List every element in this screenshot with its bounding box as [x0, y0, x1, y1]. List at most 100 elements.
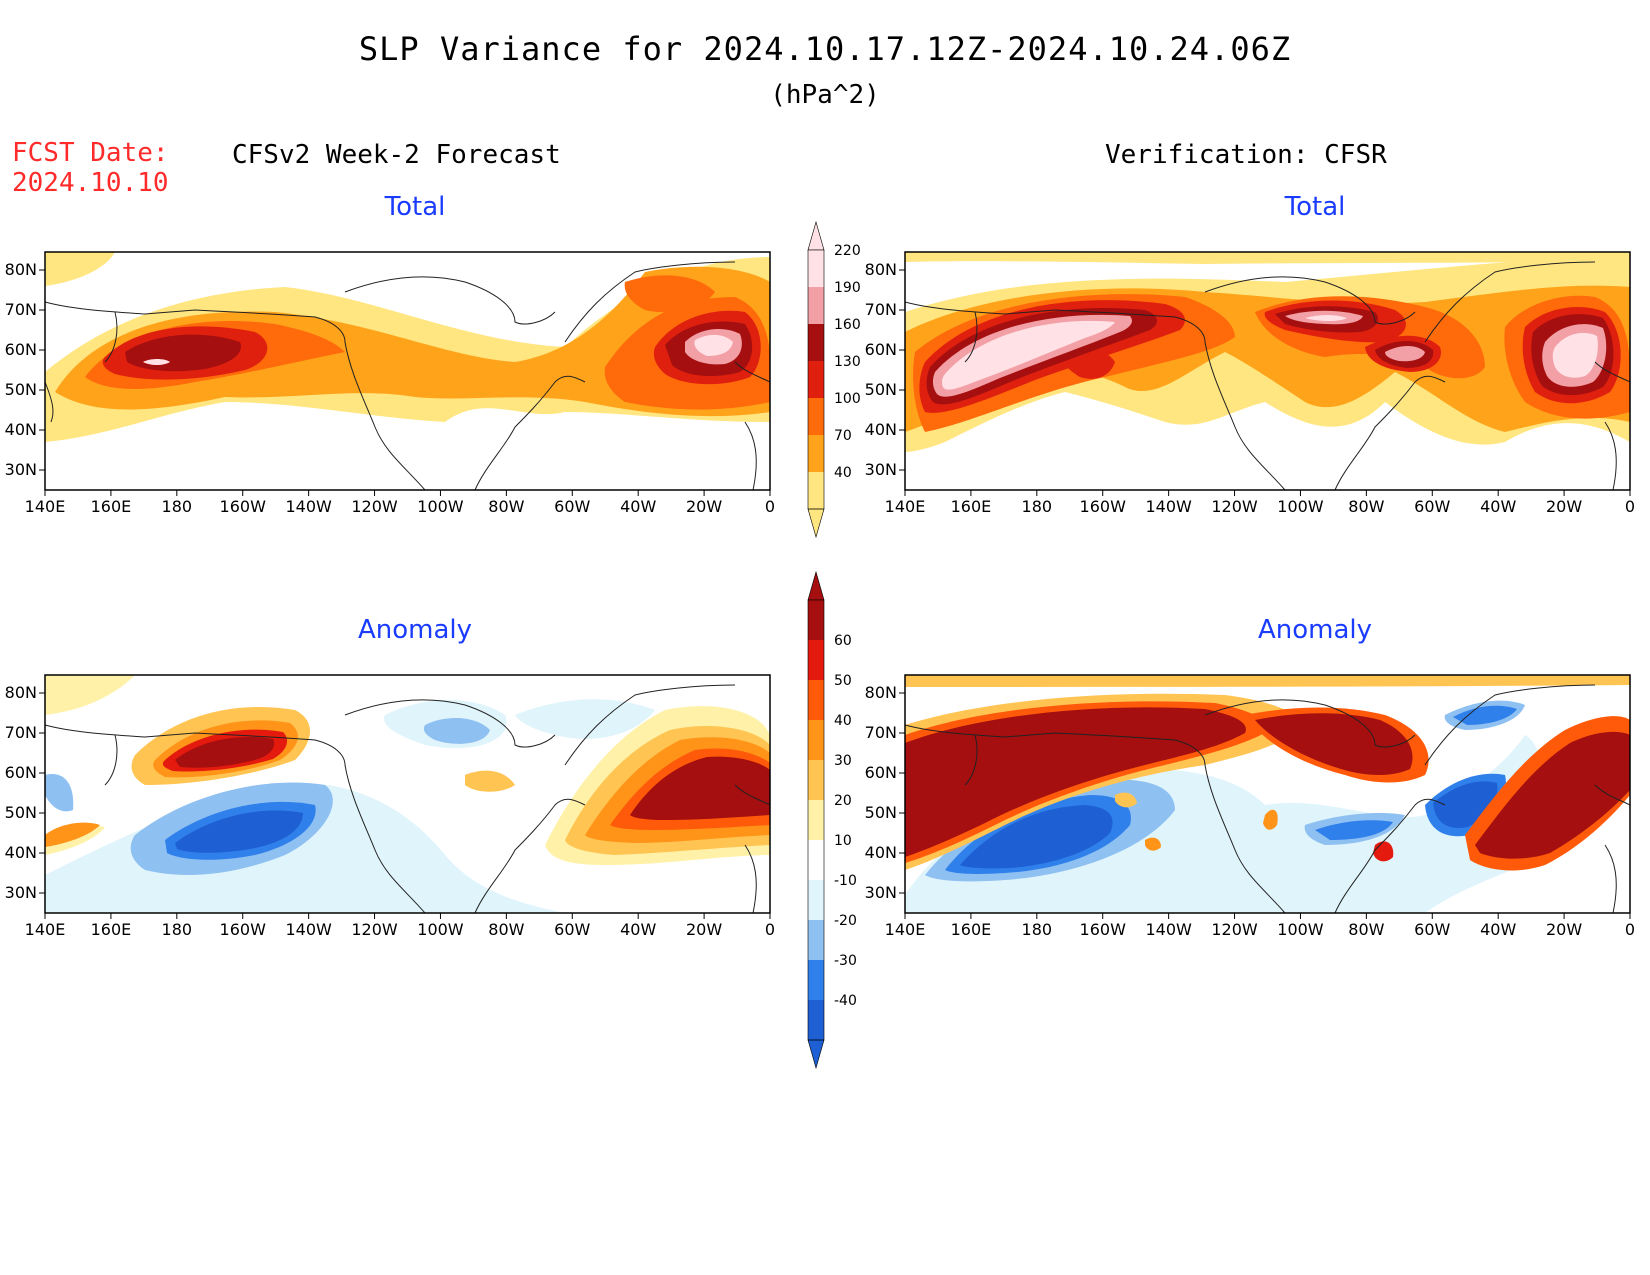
- forecast-anomaly-lon-label: 140E: [25, 920, 66, 939]
- verification-total-lon-label: 160W: [1080, 497, 1127, 516]
- anomaly-colorbar-label: 20: [834, 793, 852, 809]
- total-colorbar-label: 40: [834, 465, 852, 481]
- total-colorbar-swatch: [808, 472, 824, 509]
- verification-anomaly-lat-label: 30N: [865, 883, 897, 902]
- verification-anomaly-lon-label: 140E: [885, 920, 926, 939]
- anomaly-colorbar-swatch: [808, 800, 824, 840]
- forecast-anomaly-lon-label: 20W: [686, 920, 722, 939]
- forecast-total-lat-label: 80N: [5, 260, 37, 279]
- verification-total-lon-label: 40W: [1480, 497, 1516, 516]
- verification-total-lon-label: 100W: [1277, 497, 1324, 516]
- forecast-total-lat-label: 40N: [5, 420, 37, 439]
- total-colorbar-label: 190: [834, 280, 861, 296]
- forecast-total-lon-label: 140W: [285, 497, 332, 516]
- forecast-total-lon-label: 100W: [417, 497, 464, 516]
- forecast-anomaly-lon-label: 100W: [417, 920, 464, 939]
- anomaly-colorbar-swatch: [808, 600, 824, 640]
- forecast-anomaly-lat-label: 30N: [5, 883, 37, 902]
- verification-total-lon-label: 140E: [885, 497, 926, 516]
- verification-total-lat-label: 30N: [865, 460, 897, 479]
- fcst-date-value: 2024.10.10: [12, 168, 169, 198]
- verification-total-lon-label: 180: [1022, 497, 1053, 516]
- forecast-anomaly-lat-label: 50N: [5, 803, 37, 822]
- forecast-anomaly-lon-label: 80W: [488, 920, 524, 939]
- verification-anomaly-lat-label: 40N: [865, 843, 897, 862]
- verification-anomaly-lon-label: 80W: [1348, 920, 1384, 939]
- anomaly-colorbar-label: 30: [834, 753, 852, 769]
- anomaly-colorbar-swatch: [808, 760, 824, 800]
- anomaly-colorbar-label: -40: [834, 993, 857, 1009]
- anomaly-colorbar-label: -20: [834, 913, 857, 929]
- forecast-anomaly-lon-label: 60W: [554, 920, 590, 939]
- total-colorbar-label: 130: [834, 354, 861, 370]
- forecast-anomaly-lat-label: 40N: [5, 843, 37, 862]
- verification-total-lon-label: 80W: [1348, 497, 1384, 516]
- verification-total-lat-label: 40N: [865, 420, 897, 439]
- total-colorbar-top-arrow: [807, 220, 825, 251]
- verification-anomaly-lat-label: 70N: [865, 723, 897, 742]
- verification-anomaly-lon-label: 100W: [1277, 920, 1324, 939]
- total-colorbar-frame: [807, 249, 825, 510]
- forecast-anomaly-lon-label: 160E: [91, 920, 132, 939]
- verification-anomaly-lat-label: 80N: [865, 683, 897, 702]
- verification-anomaly-lat-label: 50N: [865, 803, 897, 822]
- forecast-anomaly-lon-label: 120W: [351, 920, 398, 939]
- units-label: (hPa^2): [770, 80, 880, 110]
- verification-total-lon-label: 160E: [951, 497, 992, 516]
- anomaly-colorbar-label: 10: [834, 833, 852, 849]
- forecast-anomaly-lat-label: 70N: [5, 723, 37, 742]
- verification-total-lon-label: 60W: [1414, 497, 1450, 516]
- total-colorbar-bottom-arrow: [807, 508, 825, 539]
- forecast-total-lon-label: 160E: [91, 497, 132, 516]
- anomaly-colorbar-label: 60: [834, 633, 852, 649]
- total-colorbar-swatch: [808, 287, 824, 324]
- anomaly-colorbar-swatch: [808, 880, 824, 920]
- verification-anomaly-lon-label: 60W: [1414, 920, 1450, 939]
- verification-total-lon-label: 140W: [1145, 497, 1192, 516]
- total-colorbar-swatch: [808, 250, 824, 287]
- total-colorbar-label: 70: [834, 428, 852, 444]
- forecast-anomaly-lon-label: 140W: [285, 920, 332, 939]
- total-colorbar-label: 100: [834, 391, 861, 407]
- verification-total-lat-label: 70N: [865, 300, 897, 319]
- verification-anomaly-label: Anomaly: [1257, 615, 1373, 645]
- forecast-anomaly-lon-label: 40W: [620, 920, 656, 939]
- forecast-anomaly-lat-label: 60N: [5, 763, 37, 782]
- forecast-total-lon-label: 180: [162, 497, 193, 516]
- forecast-total-lon-label: 160W: [220, 497, 267, 516]
- forecast-anomaly-lat-label: 80N: [5, 683, 37, 702]
- forecast-anomaly-label: Anomaly: [357, 615, 473, 645]
- anomaly-colorbar-label: -30: [834, 953, 857, 969]
- forecast-total-lon-label: 140E: [25, 497, 66, 516]
- verification-total-lon-label: 20W: [1546, 497, 1582, 516]
- verification-total-lat-label: 60N: [865, 340, 897, 359]
- anomaly-colorbar-bottom-arrow: [807, 1039, 825, 1070]
- verification-column-header: Verification: CFSR: [1105, 140, 1387, 170]
- forecast-total-lon-label: 120W: [351, 497, 398, 516]
- verification-anomaly-lon-label: 20W: [1546, 920, 1582, 939]
- verification-anomaly-lon-label: 140W: [1145, 920, 1192, 939]
- forecast-total-lon-label: 80W: [488, 497, 524, 516]
- chart-title: SLP Variance for 2024.10.17.12Z-2024.10.…: [358, 30, 1292, 68]
- anomaly-colorbar-swatch: [808, 720, 824, 760]
- forecast-total-lat-label: 50N: [5, 380, 37, 399]
- total-colorbar-swatch: [808, 398, 824, 435]
- forecast-anomaly-lon-label: 160W: [220, 920, 267, 939]
- forecast-anomaly-lon-label: 180: [162, 920, 193, 939]
- anomaly-colorbar-swatch: [808, 920, 824, 960]
- verification-anomaly-lon-label: 40W: [1480, 920, 1516, 939]
- forecast-total-lat-label: 70N: [5, 300, 37, 319]
- verification-total-lon-label: 0: [1625, 497, 1635, 516]
- verification-total-lat-label: 80N: [865, 260, 897, 279]
- verification-total-label: Total: [1284, 192, 1346, 222]
- forecast-total-lon-label: 40W: [620, 497, 656, 516]
- anomaly-colorbar-label: 50: [834, 673, 852, 689]
- fcst-date-label: FCST Date:: [12, 138, 169, 168]
- anomaly-colorbar-top-arrow: [807, 570, 825, 601]
- forecast-total-label: Total: [384, 192, 446, 222]
- total-colorbar-label: 160: [834, 317, 861, 333]
- anomaly-colorbar-swatch: [808, 960, 824, 1000]
- forecast-total-lon-label: 0: [765, 497, 775, 516]
- anomaly-colorbar-label: 40: [834, 713, 852, 729]
